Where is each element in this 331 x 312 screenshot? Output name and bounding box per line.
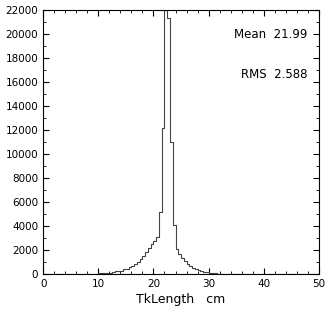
X-axis label: TkLength   cm: TkLength cm [136, 294, 226, 306]
Text: RMS  2.588: RMS 2.588 [241, 68, 308, 81]
Text: Mean  21.99: Mean 21.99 [234, 28, 308, 41]
